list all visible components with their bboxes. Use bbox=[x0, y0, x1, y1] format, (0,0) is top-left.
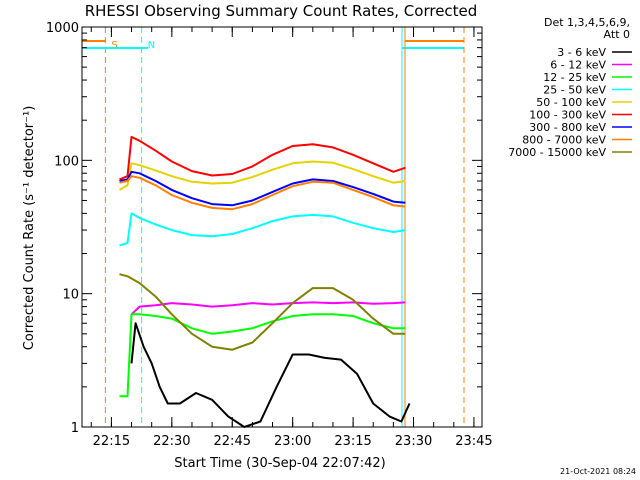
series-line-5 bbox=[119, 135, 406, 181]
generation-timestamp: 21-Oct-2021 08:24 bbox=[560, 467, 636, 476]
y-axis-label: Corrected Count Rate (s⁻¹ detector⁻¹) bbox=[22, 106, 37, 351]
x-tick-label: 23:15 bbox=[334, 434, 371, 449]
legend-label: 12 - 25 keV bbox=[543, 71, 606, 84]
legend-label: 3 - 6 keV bbox=[557, 46, 606, 59]
y-tick-label: 1000 bbox=[46, 21, 79, 36]
x-tick-label: 22:15 bbox=[93, 434, 130, 449]
legend-label: 800 - 7000 keV bbox=[522, 134, 606, 147]
series-line-3 bbox=[119, 212, 406, 247]
legend-label: 100 - 300 keV bbox=[529, 109, 606, 122]
y-tick-label: 10 bbox=[62, 288, 79, 303]
x-tick-label: 22:45 bbox=[214, 434, 251, 449]
marker-label: N bbox=[148, 40, 155, 51]
x-tick-label: 22:30 bbox=[153, 434, 190, 449]
series-line-2 bbox=[119, 313, 406, 398]
legend-label: 7000 - 15000 keV bbox=[508, 146, 606, 159]
legend-label: 6 - 12 keV bbox=[550, 59, 606, 72]
legend-header-line-1: Det 1,3,4,5,6,9, bbox=[544, 16, 630, 29]
chart-title: RHESSI Observing Summary Count Rates, Co… bbox=[85, 2, 478, 20]
y-tick-label: 100 bbox=[54, 154, 79, 169]
marker-label: S bbox=[111, 40, 117, 51]
plot-frame bbox=[81, 26, 483, 428]
y-tick-label: 1 bbox=[71, 421, 79, 436]
x-tick-label: 23:45 bbox=[455, 434, 492, 449]
x-axis-label: Start Time (30-Sep-04 22:07:42) bbox=[174, 456, 385, 471]
legend-label: 25 - 50 keV bbox=[543, 84, 606, 97]
x-tick-label: 23:30 bbox=[395, 434, 432, 449]
legend-header-line-2: Att 0 bbox=[604, 28, 630, 41]
series-line-8 bbox=[119, 273, 406, 351]
series-line-4 bbox=[119, 160, 406, 191]
series-line-7 bbox=[119, 175, 406, 211]
x-axis: 22:15 22:30 22:45 23:00 23:15 23:30 23:45 bbox=[90, 27, 493, 449]
legend-label: 50 - 100 keV bbox=[536, 96, 606, 109]
y-axis: 1 10 100 1000 bbox=[46, 21, 482, 436]
x-tick-label: 23:00 bbox=[274, 434, 311, 449]
series-line-6 bbox=[119, 170, 406, 207]
legend-label: 300 - 800 keV bbox=[529, 121, 606, 134]
